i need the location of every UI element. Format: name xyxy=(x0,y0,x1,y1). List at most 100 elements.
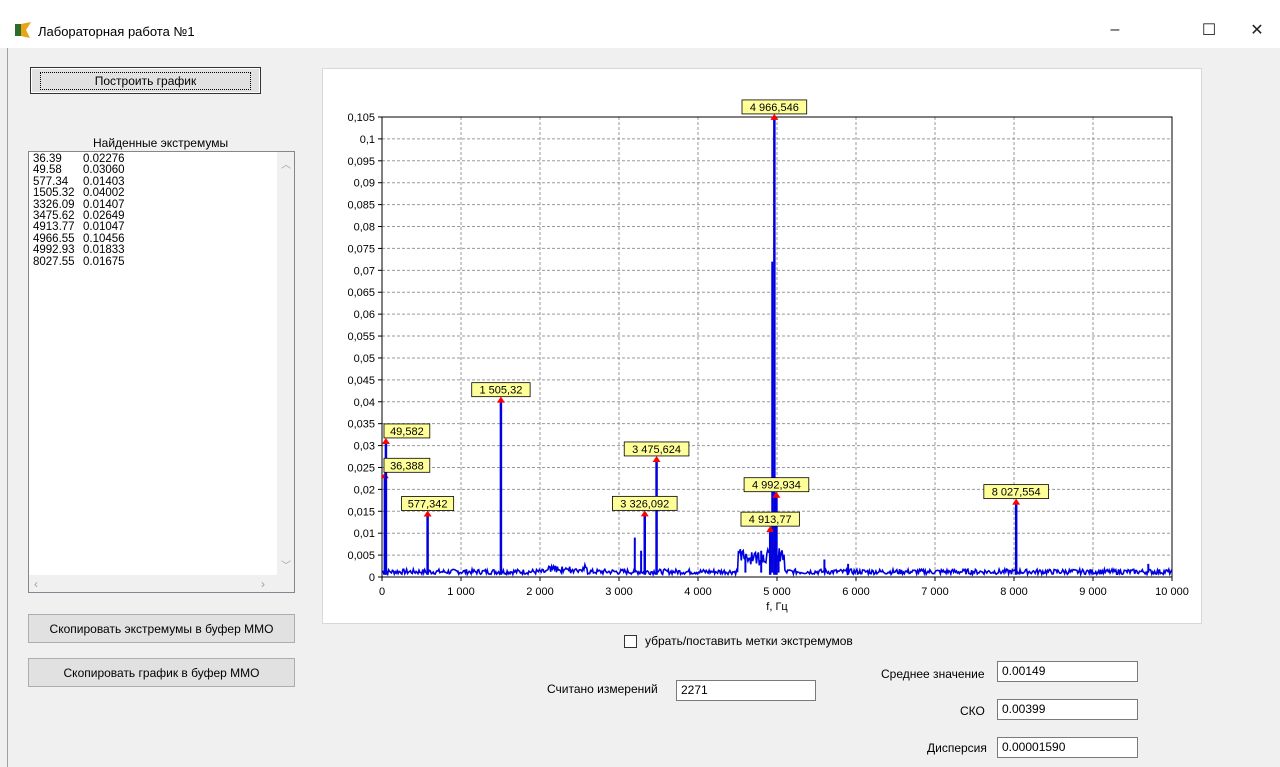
peak-marker xyxy=(496,396,505,403)
copy-extrema-button[interactable]: Скопировать экстремумы в буфер ММО xyxy=(28,614,295,643)
peak-label-box xyxy=(401,496,455,511)
peak-label: 8 027,554 xyxy=(992,487,1041,499)
peak-marker xyxy=(772,491,781,498)
y-tick-label: 0,04 xyxy=(354,397,375,409)
extremum-frequency: 49.58 xyxy=(33,164,62,177)
extremum-frequency: 8027.55 xyxy=(33,255,75,268)
peak-marker xyxy=(766,526,775,533)
list-item[interactable]: 577.34 0.01403 xyxy=(33,175,125,188)
scroll-left-icon[interactable]: ‹ xyxy=(34,577,38,591)
extremum-amplitude: 0.02649 xyxy=(83,210,125,223)
y-tick-label: 0,035 xyxy=(347,419,375,431)
title-bar: Лабораторная работа №1 – ☐ ✕ xyxy=(0,0,1280,48)
list-item[interactable]: 4992.93 0.01833 xyxy=(33,244,125,257)
y-tick-label: 0,09 xyxy=(354,178,375,190)
peak-label-box xyxy=(383,423,431,439)
y-tick-label: 0,005 xyxy=(347,550,375,562)
x-tick-label: 3 000 xyxy=(605,586,633,598)
list-item[interactable]: 4966.55 0.10456 xyxy=(33,232,125,245)
x-tick-label: 8 000 xyxy=(1000,586,1028,598)
extrema-labels-checkbox[interactable] xyxy=(624,634,637,648)
extrema-list-label: Найденные экстремумы xyxy=(93,136,229,150)
x-tick-label: 1 000 xyxy=(447,586,475,598)
list-item[interactable]: 49.58 0.03060 xyxy=(33,164,125,177)
peak-label: 4 966,546 xyxy=(750,102,799,114)
sko-field[interactable]: 0.00399 xyxy=(997,699,1138,720)
scroll-right-icon[interactable]: › xyxy=(261,577,265,591)
list-item[interactable]: 1505.32 0.04002 xyxy=(33,187,125,200)
maximize-button[interactable]: ☐ xyxy=(1201,22,1217,39)
peak-label: 3 326,092 xyxy=(620,498,669,510)
list-item[interactable]: 8027.55 0.01675 xyxy=(33,255,125,268)
y-tick-label: 0,045 xyxy=(347,375,375,387)
y-tick-label: 0,01 xyxy=(354,528,375,540)
y-tick-label: 0,05 xyxy=(354,353,375,365)
x-tick-label: 2 000 xyxy=(526,586,554,598)
close-button[interactable]: ✕ xyxy=(1250,22,1264,39)
y-tick-label: 0,095 xyxy=(347,156,375,168)
peak-label-box xyxy=(471,382,531,398)
y-tick-label: 0,06 xyxy=(354,309,375,321)
extremum-amplitude: 0.01833 xyxy=(83,244,125,257)
count-field[interactable]: 2271 xyxy=(676,680,816,701)
list-item[interactable]: 4913.77 0.01047 xyxy=(33,221,125,233)
list-item[interactable]: 36.39 0.02276 xyxy=(33,153,125,165)
list-item[interactable]: 3326.09 0.01407 xyxy=(33,198,125,211)
variance-field[interactable]: 0.00001590 xyxy=(997,737,1138,758)
peak-marker xyxy=(770,113,779,120)
y-tick-label: 0,025 xyxy=(347,462,375,474)
extremum-amplitude: 0.03060 xyxy=(83,164,125,177)
peak-label: 577,342 xyxy=(408,499,448,511)
extrema-rows: 36.39 0.02276 49.58 0.03060 577.34 0.01403 150… xyxy=(33,153,125,268)
x-tick-label: 9 000 xyxy=(1079,586,1107,598)
x-axis-label: f, Гц xyxy=(766,601,788,613)
extremum-amplitude: 0.01407 xyxy=(83,198,125,211)
peak-label-box xyxy=(741,99,808,115)
vertical-scrollbar[interactable]: ︿ ﹀ xyxy=(277,152,294,576)
extrema-listbox[interactable]: 36.39 0.02276 49.58 0.03060 577.34 0.01403 150… xyxy=(28,151,295,593)
build-chart-button[interactable]: Построить график xyxy=(30,67,261,94)
x-tick-label: 0 xyxy=(379,586,385,598)
peak-label-box xyxy=(383,457,431,473)
extremum-amplitude: 0.01403 xyxy=(83,175,125,188)
extremum-amplitude: 0.10456 xyxy=(83,232,125,245)
peak-label: 49,582 xyxy=(390,426,424,438)
mean-label: Среднее значение xyxy=(881,667,985,681)
extrema-labels-checkbox-label: убрать/поставить метки экстремумов xyxy=(645,634,853,648)
extremum-frequency: 1505.32 xyxy=(33,187,75,200)
window-title: Лабораторная работа №1 xyxy=(38,24,195,39)
peak-label-box xyxy=(623,441,690,457)
scroll-down-icon[interactable]: ﹀ xyxy=(281,561,291,572)
y-tick-label: 0,1 xyxy=(360,134,375,146)
extrema-labels-toggle[interactable]: убрать/поставить метки экстремумов xyxy=(624,634,853,648)
app-icon xyxy=(15,22,31,38)
extremum-amplitude: 0.02276 xyxy=(83,153,125,165)
sko-label: СКО xyxy=(960,704,985,718)
y-tick-label: 0,075 xyxy=(347,243,375,255)
extremum-frequency: 4992.93 xyxy=(33,244,75,257)
minimize-button[interactable]: – xyxy=(1110,21,1120,38)
x-tick-label: 5 000 xyxy=(763,586,791,598)
peak-marker xyxy=(652,455,661,462)
y-tick-label: 0,07 xyxy=(354,265,375,277)
x-tick-label: 7 000 xyxy=(921,586,949,598)
list-item[interactable]: 3475.62 0.02649 xyxy=(33,210,125,223)
y-tick-label: 0,105 xyxy=(347,112,375,124)
x-tick-label: 4 000 xyxy=(684,586,712,598)
peak-label: 1 505,32 xyxy=(480,385,523,397)
y-tick-label: 0,03 xyxy=(354,441,375,453)
mean-field[interactable]: 0.00149 xyxy=(997,661,1138,682)
peak-label: 3 475,624 xyxy=(632,444,681,456)
y-tick-label: 0,02 xyxy=(354,484,375,496)
peak-marker xyxy=(423,510,432,517)
peak-label-box xyxy=(612,495,678,511)
build-chart-label: Построить график xyxy=(39,71,252,90)
scroll-up-icon[interactable]: ︿ xyxy=(281,160,291,171)
horizontal-scrollbar[interactable]: ‹ › xyxy=(29,575,294,592)
y-tick-label: 0,08 xyxy=(354,222,375,234)
peak-marker xyxy=(640,510,649,517)
copy-chart-button[interactable]: Скопировать график в буфер ММО xyxy=(28,658,295,687)
extremum-frequency: 3326.09 xyxy=(33,198,75,211)
extremum-frequency: 3475.62 xyxy=(33,210,75,223)
y-tick-label: 0,055 xyxy=(347,331,375,343)
